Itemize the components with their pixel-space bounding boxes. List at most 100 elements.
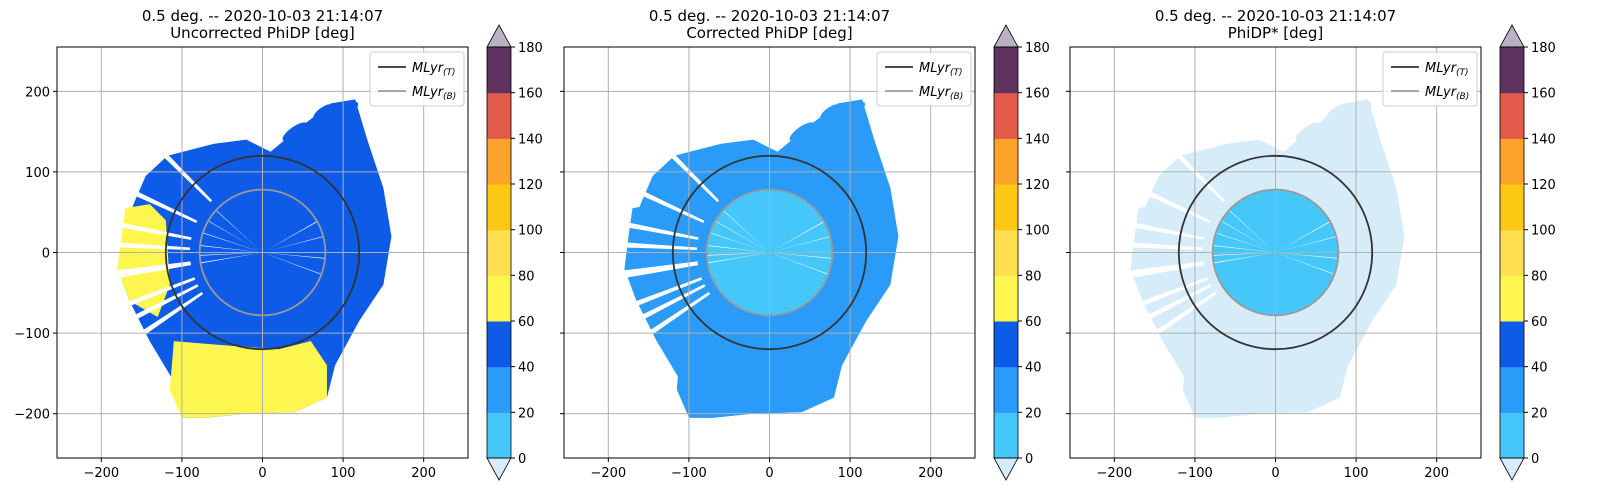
legend-label-1: MLyr(T) (919, 61, 963, 78)
legend-box (369, 51, 465, 107)
colorbar-band-8 (1500, 47, 1524, 94)
x-tick-label: −200 (83, 466, 119, 481)
x-tick-label: −200 (590, 466, 626, 481)
colorbar-band-2 (1500, 321, 1524, 368)
inner-gap-3 (1212, 245, 1271, 252)
colorbar-band-3 (1500, 275, 1524, 322)
colorbar-tick-label: 60 (1025, 315, 1042, 330)
colorbar-band-1 (487, 366, 511, 413)
colorbar-tick-label: 120 (518, 178, 543, 193)
inner-gap-2 (1212, 252, 1271, 256)
ml-bottom-ring (198, 188, 327, 317)
colorbar-band-3 (487, 275, 511, 322)
echo-streak-4 (290, 161, 331, 191)
colorbar-tick-label: 40 (1025, 361, 1042, 376)
colorbar: 0 20 40 60 80 100 120 140 160 180 (486, 24, 543, 481)
colorbar-over-triangle (486, 24, 512, 48)
colorbar-over-triangle (1499, 24, 1525, 48)
beam-gap-5 (111, 277, 196, 313)
inner-gap-10 (1280, 254, 1335, 275)
panel-title-line2: Corrected PhiDP [deg] (686, 24, 852, 42)
legend-label-2: MLyr(B) (919, 85, 963, 102)
beam-gap-2 (101, 241, 191, 250)
colorbar-band-5 (1500, 184, 1524, 231)
legend-label-main: MLyr (412, 61, 445, 76)
beam-gap-1 (1115, 261, 1205, 281)
legend-label-sub: (B) (1456, 92, 1469, 102)
colorbar-tick-label: 100 (1531, 224, 1556, 239)
beam-gap-8 (1159, 136, 1226, 203)
colorbar-band-2 (487, 321, 511, 368)
x-tick-label: 200 (411, 466, 436, 481)
colorbar-frame (1499, 46, 1525, 459)
inner-gap-7 (773, 221, 825, 251)
colorbar-band-6 (994, 138, 1018, 185)
beam-gap-6 (624, 284, 706, 329)
inner-gap-6 (1228, 210, 1272, 250)
colorbar-band-5 (994, 184, 1018, 231)
inner-gap-8 (774, 236, 831, 252)
echo-south-sector (1182, 341, 1340, 418)
legend-label-1: MLyr(T) (412, 61, 456, 78)
beam-gap-4 (1128, 181, 1211, 223)
legend-label-main: MLyr (919, 61, 952, 76)
inner-gap-4 (709, 232, 765, 252)
beam-gap-3 (610, 218, 699, 240)
legend-label-main: MLyr (1425, 61, 1458, 76)
colorbar-tick-label: 20 (518, 406, 535, 421)
beam-gap-1 (102, 261, 192, 281)
colorbar-tick-label: 180 (518, 41, 543, 56)
inner-gap-4 (1215, 232, 1271, 252)
colorbar: 0 20 40 60 80 100 120 140 160 180 (1499, 24, 1556, 481)
echo-streak-4 (797, 161, 838, 191)
panel-title-line2: PhiDP* [deg] (1228, 24, 1324, 42)
colorbar-band-8 (487, 47, 511, 94)
colorbar-over-triangle (993, 24, 1019, 48)
beam-gap-7 (1140, 292, 1217, 345)
colorbar-tick-label: 0 (1025, 452, 1033, 467)
panel-title-line2: Uncorrected PhiDP [deg] (170, 24, 355, 42)
inner-gap-10 (267, 254, 322, 275)
inner-gap-5 (1221, 220, 1272, 251)
colorbar-tick-label: 120 (1025, 178, 1050, 193)
colorbar-tick-label: 80 (1531, 269, 1548, 284)
colorbar-tick-label: 0 (518, 452, 526, 467)
beam-gap-7 (634, 292, 711, 345)
colorbar-tick-label: 100 (1025, 224, 1050, 239)
colorbar-tick-label: 100 (518, 224, 543, 239)
colorbar-tick-label: 140 (1025, 132, 1050, 147)
ml-bottom-ring (705, 188, 834, 317)
beam-gap-5 (1124, 277, 1209, 313)
colorbar-band-8 (994, 47, 1018, 94)
inner-gap-1 (200, 253, 258, 264)
legend-label-1: MLyr(T) (1425, 61, 1469, 78)
colorbar-tick-label: 180 (1025, 41, 1050, 56)
x-tick-label: −200 (1096, 466, 1132, 481)
colorbar-tick-label: 20 (1531, 406, 1548, 421)
radar-field (1114, 99, 1405, 418)
inner-gap-3 (706, 245, 765, 252)
colorbar-tick-label: 180 (1531, 41, 1556, 56)
echo-streak-2 (313, 104, 333, 119)
inner-gap-8 (267, 236, 324, 252)
colorbar-band-6 (487, 138, 511, 185)
beam-gap-1 (609, 261, 699, 281)
beam-gap-4 (115, 181, 198, 223)
inner-gap-2 (706, 252, 765, 256)
inner-gap-2 (199, 252, 258, 256)
x-tick-label: 0 (258, 466, 266, 481)
panel-title-line1: 0.5 deg. -- 2020-10-03 21:14:07 (649, 7, 890, 25)
x-tick-label: 200 (918, 466, 943, 481)
colorbar-under-triangle (486, 457, 512, 481)
beam-gap-3 (1116, 218, 1205, 240)
colorbar-tick-label: 140 (1531, 132, 1556, 147)
colorbar-band-1 (994, 366, 1018, 413)
ml-top-ring (164, 154, 361, 351)
beam-gap-7 (127, 292, 204, 345)
inner-gap-1 (707, 253, 765, 264)
colorbar-tick-label: 140 (518, 132, 543, 147)
x-tick-label: 0 (765, 466, 773, 481)
echo-streak-1 (789, 122, 814, 141)
